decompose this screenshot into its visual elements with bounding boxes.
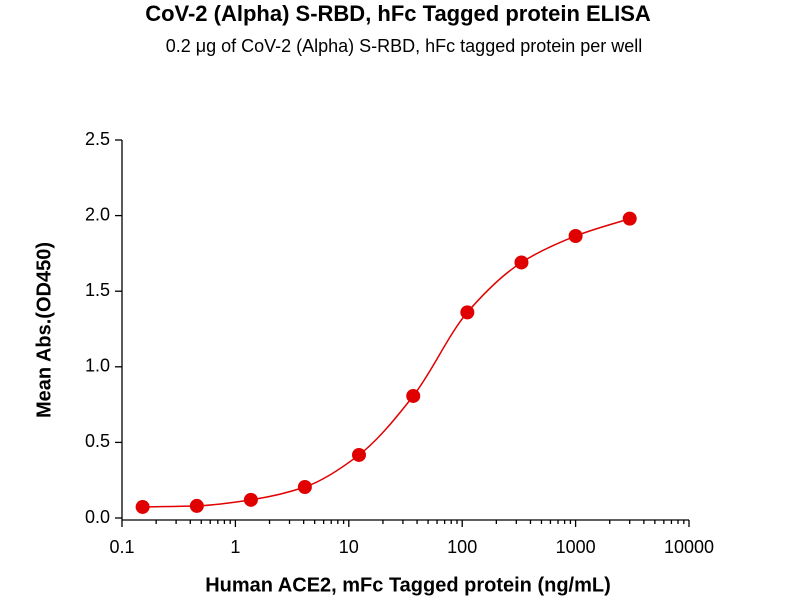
y-tick-label: 1.0 [85,356,110,376]
x-tick-label: 10 [339,537,359,557]
y-tick-label: 2.0 [85,204,110,224]
data-point [460,305,475,320]
data-point [189,498,204,513]
x-tick-label: 1000 [556,537,596,557]
data-point [297,480,312,495]
y-tick-label: 0.0 [85,507,110,527]
data-point [568,229,583,244]
data-point [406,388,421,403]
y-tick-label: 2.5 [85,129,110,149]
chart-title: CoV-2 (Alpha) S-RBD, hFc Tagged protein … [145,1,651,26]
x-tick-label: 0.1 [109,537,134,557]
x-tick-label: 100 [447,537,477,557]
data-point [243,492,258,507]
fit-curve [142,217,630,508]
data-point [351,447,366,462]
x-tick-label: 1 [230,537,240,557]
x-axis-label: Human ACE2, mFc Tagged protein (ng/mL) [205,574,611,596]
y-tick-label: 1.5 [85,280,110,300]
data-point [514,255,529,270]
chart-subtitle: 0.2 μg of CoV-2 (Alpha) S-RBD, hFc tagge… [166,36,643,56]
y-tick-label: 0.5 [85,431,110,451]
x-tick-label: 10000 [664,537,714,557]
y-axis-label: Mean Abs.(OD450) [33,242,55,418]
data-point [135,499,150,514]
data-point [622,211,637,226]
